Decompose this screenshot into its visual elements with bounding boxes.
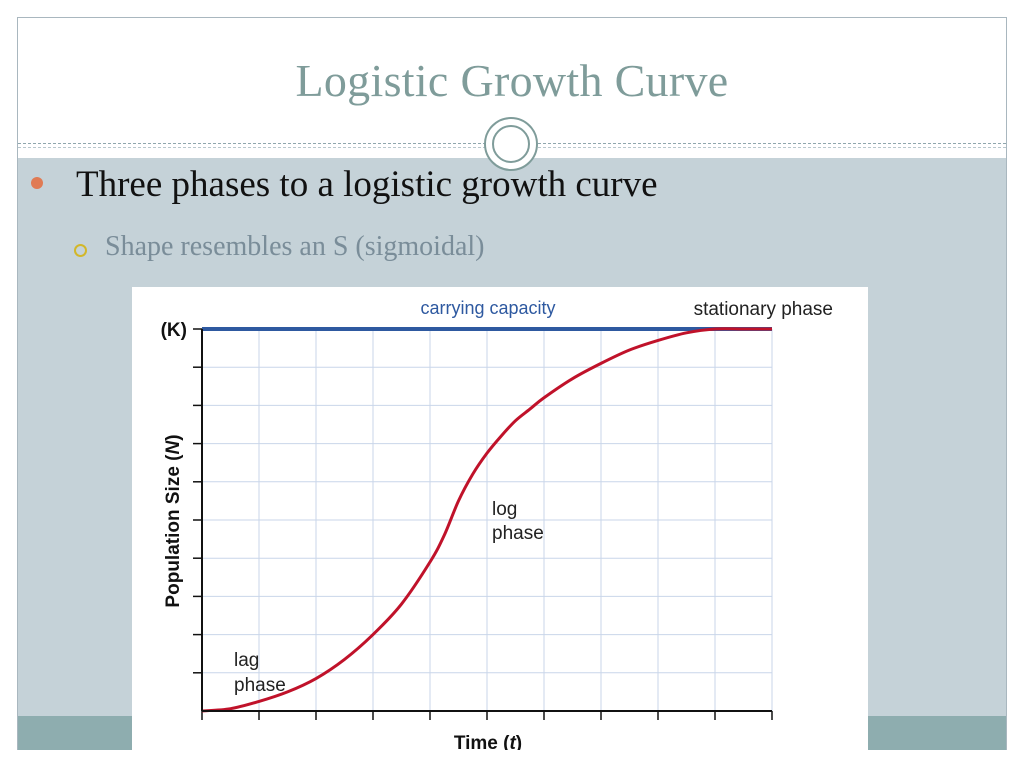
- y-top-label-k: (K): [161, 320, 187, 341]
- x-axis-label-prefix: Time (: [454, 733, 510, 750]
- log-phase-label-line2: phase: [492, 523, 544, 544]
- chart-canvas: carrying capacity stationary phase (K) l…: [161, 298, 833, 750]
- x-axis-label-suffix: ): [516, 733, 522, 750]
- logistic-curve: [201, 327, 772, 713]
- bullet-text: Three phases to a logistic growth curve: [76, 164, 658, 205]
- x-axis-label: Time (t): [454, 733, 522, 750]
- y-axis-label-suffix: ): [163, 434, 184, 440]
- y-axis-label: Population Size (N): [163, 434, 184, 607]
- slide-title: Logistic Growth Curve: [295, 55, 729, 106]
- lag-phase-label-line2: phase: [234, 675, 286, 696]
- log-phase-label-line1: log: [492, 499, 517, 520]
- filled-dot-bullet-icon: [31, 177, 43, 189]
- y-axis-label-var: N: [163, 440, 184, 455]
- stationary-phase-label: stationary phase: [694, 299, 833, 320]
- grid: [202, 328, 773, 711]
- x-axis-label-var: t: [509, 733, 516, 750]
- logistic-chart: carrying capacity stationary phase (K) l…: [132, 287, 868, 750]
- y-axis-label-prefix: Population Size (: [163, 454, 184, 608]
- axis-ticks: [193, 328, 773, 720]
- double-circle-icon: [484, 117, 538, 171]
- lag-phase-label-line1: lag: [234, 650, 259, 671]
- carrying-capacity-label: carrying capacity: [420, 298, 555, 318]
- hollow-ring-bullet-icon: [74, 244, 87, 257]
- sub-bullet-text: Shape resembles an S (sigmoidal): [105, 231, 485, 262]
